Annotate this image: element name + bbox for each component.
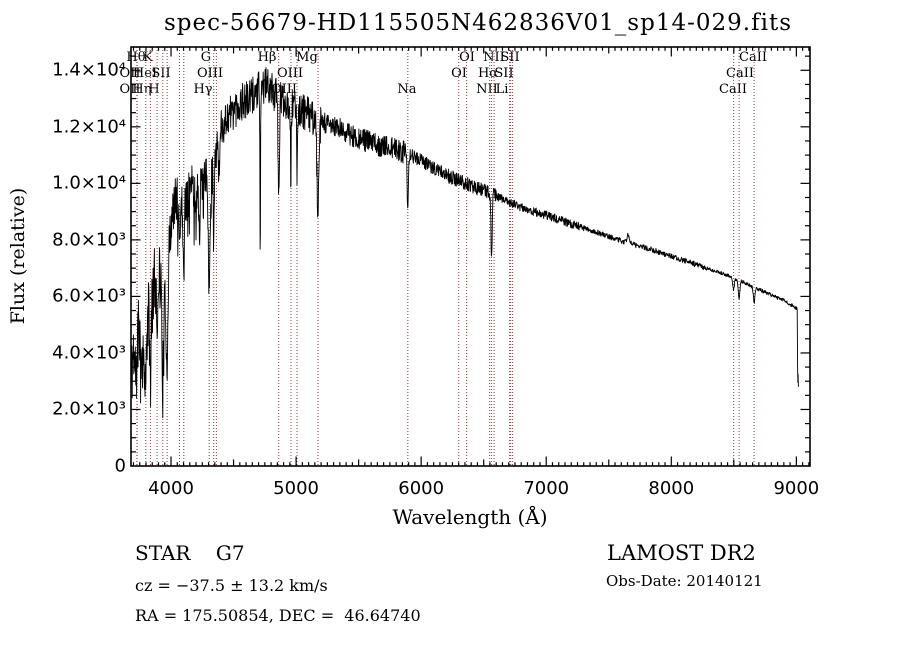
spectral-line-label: CaII <box>739 50 767 65</box>
spectral-line-label: Hγ <box>193 82 213 97</box>
x-tick-label: 9000 <box>773 478 820 499</box>
spectral-line-label: SII <box>494 66 514 81</box>
spectral-line-label: Hβ <box>257 50 277 65</box>
spectral-line-label: OIII <box>270 82 298 97</box>
spectral-line-label: OII <box>119 82 141 97</box>
x-tick-label: 4000 <box>148 478 194 499</box>
spectral-line-label: G <box>200 50 212 65</box>
ra-dec-label: RA = 175.50854, DEC = 46.64740 <box>135 606 421 625</box>
y-tick-label: 1.2×10⁴ <box>52 116 126 138</box>
object-class-label: STAR G7 <box>135 541 245 565</box>
x-axis-label: Wavelength (Å) <box>392 505 548 529</box>
y-tick-label: 1.0×10⁴ <box>52 172 126 194</box>
y-tick-label: 4.0×10³ <box>52 342 126 364</box>
x-tick-label: 8000 <box>648 478 695 499</box>
plot-title: spec-56679-HD115505N462836V01_sp14-029.f… <box>163 10 793 36</box>
spectral-line-label: OI <box>451 66 467 81</box>
x-tick-label: 6000 <box>398 478 445 499</box>
spectral-line-label: SII <box>500 50 520 65</box>
spectral-line-label: NII <box>483 50 505 65</box>
spectral-line-label: Hη <box>132 82 152 97</box>
spectral-line-label: Li <box>495 82 509 97</box>
y-tick-label: 1.4×10⁴ <box>52 59 126 81</box>
spectral-line-label: Na <box>397 82 417 97</box>
cz-velocity-label: cz = −37.5 ± 13.2 km/s <box>135 576 328 595</box>
spectral-line-label: Hα <box>477 66 499 81</box>
spectral-line-label: CaII <box>726 66 754 81</box>
y-tick-label: 0 <box>114 455 126 477</box>
spectral-line-label: SII <box>151 66 171 81</box>
y-tick-label: 2.0×10³ <box>52 398 126 420</box>
y-axis-label: Flux (relative) <box>7 187 29 325</box>
spectral-line-label: OI <box>459 50 475 65</box>
y-tick-label: 6.0×10³ <box>52 285 126 307</box>
x-tick-label: 5000 <box>273 478 319 499</box>
spectral-line-label: CaII <box>719 82 747 97</box>
obs-date-label: Obs-Date: 20140121 <box>606 572 763 590</box>
spectral-line-label: Mg <box>296 50 318 65</box>
spectral-line-label: NII <box>476 82 498 97</box>
spectral-line-label: K <box>143 50 153 65</box>
survey-label: LAMOST DR2 <box>607 541 756 565</box>
x-tick-label: 7000 <box>523 478 570 499</box>
y-tick-label: 8.0×10³ <box>52 229 126 251</box>
spectral-line-label: H <box>148 82 160 97</box>
